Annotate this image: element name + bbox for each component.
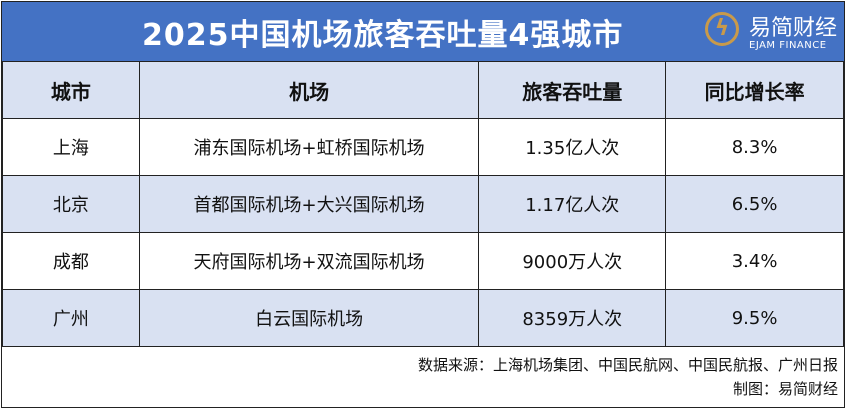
header-city: 城市 xyxy=(2,61,140,119)
cell-airport: 天府国际机场+双流国际机场 xyxy=(138,232,480,290)
header-growth: 同比增长率 xyxy=(665,61,844,119)
table-row: 广州 白云国际机场 8359万人次 9.5% xyxy=(2,289,844,347)
title-bar: 2025中国机场旅客吞吐量4强城市 ϟ 易简财经 EJAM FINANCE xyxy=(2,2,844,62)
cell-growth: 8.3% xyxy=(665,118,844,176)
cell-airport: 浦东国际机场+虹桥国际机场 xyxy=(138,118,480,176)
data-table: 城市 机场 旅客吞吐量 同比增长率 上海 浦东国际机场+虹桥国际机场 1.35亿… xyxy=(2,61,844,347)
page-title: 2025中国机场旅客吞吐量4强城市 xyxy=(142,18,624,53)
logo-cn: 易简财经 xyxy=(749,16,838,41)
cell-city: 北京 xyxy=(2,175,140,233)
cell-airport: 首都国际机场+大兴国际机场 xyxy=(138,175,480,233)
cell-growth: 3.4% xyxy=(665,232,844,290)
logo: ϟ 易简财经 EJAM FINANCE xyxy=(705,10,841,56)
cell-throughput: 9000万人次 xyxy=(478,232,667,290)
header-row: 城市 机场 旅客吞吐量 同比增长率 xyxy=(2,61,844,119)
logo-en: EJAM FINANCE xyxy=(749,40,827,51)
chart-credit: 制图：易简财经 xyxy=(732,380,838,398)
table-row: 上海 浦东国际机场+虹桥国际机场 1.35亿人次 8.3% xyxy=(2,118,844,176)
cell-city: 成都 xyxy=(2,232,140,290)
lightning-logo-icon: ϟ xyxy=(705,12,739,46)
table-row: 北京 首都国际机场+大兴国际机场 1.17亿人次 6.5% xyxy=(2,175,844,233)
cell-throughput: 8359万人次 xyxy=(478,289,667,347)
data-source: 数据来源：上海机场集团、中国民航网、中国民航报、广州日报 xyxy=(417,356,838,374)
cell-city: 上海 xyxy=(2,118,140,176)
table-row: 成都 天府国际机场+双流国际机场 9000万人次 3.4% xyxy=(2,232,844,290)
cell-throughput: 1.35亿人次 xyxy=(478,118,667,176)
cell-growth: 9.5% xyxy=(665,289,844,347)
cell-throughput: 1.17亿人次 xyxy=(478,175,667,233)
cell-airport: 白云国际机场 xyxy=(138,289,480,347)
footer: 数据来源：上海机场集团、中国民航网、中国民航报、广州日报 制图：易简财经 xyxy=(418,353,838,401)
cell-city: 广州 xyxy=(2,289,140,347)
header-airport: 机场 xyxy=(138,61,480,119)
cell-growth: 6.5% xyxy=(665,175,844,233)
header-throughput: 旅客吞吐量 xyxy=(478,61,667,119)
